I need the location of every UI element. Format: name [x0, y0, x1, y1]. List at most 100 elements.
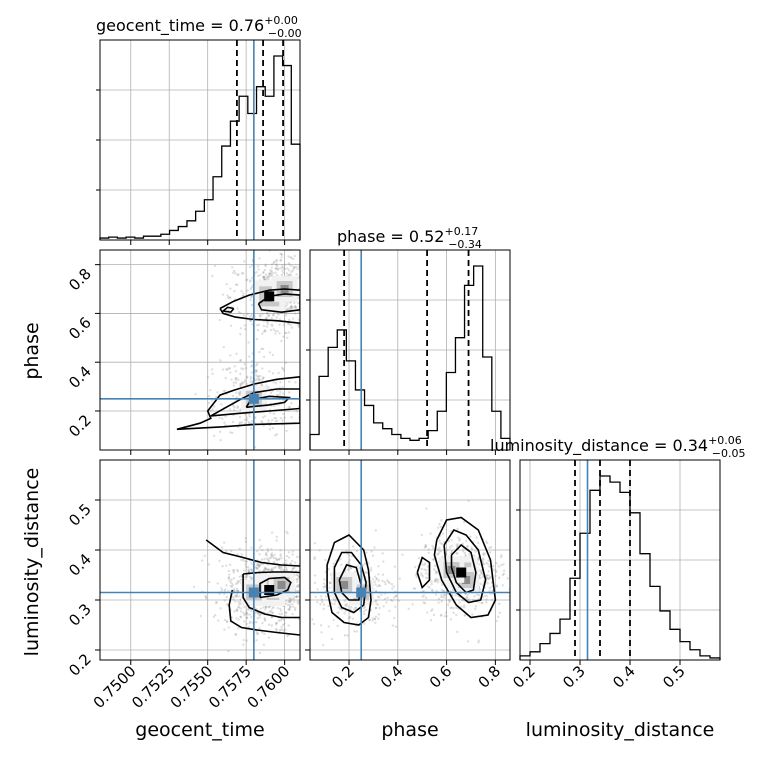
- sample-point: [248, 355, 251, 358]
- sample-point: [443, 615, 446, 618]
- sample-point: [275, 433, 279, 436]
- sample-point: [282, 323, 286, 327]
- sample-point: [427, 551, 430, 555]
- sample-point: [230, 549, 233, 553]
- sample-point: [276, 329, 279, 333]
- sample-point: [249, 287, 253, 291]
- sample-point: [311, 586, 313, 588]
- sample-point: [263, 568, 266, 571]
- sample-point: [301, 589, 303, 591]
- xtick-label-luminosity_distance: 0.2: [509, 662, 539, 692]
- sample-point: [441, 532, 445, 535]
- sample-point: [221, 565, 224, 568]
- sample-point: [496, 615, 500, 619]
- sample-point: [287, 331, 291, 334]
- sample-point: [260, 384, 263, 387]
- sample-point: [258, 564, 261, 567]
- sample-point: [250, 285, 253, 289]
- sample-point: [232, 596, 235, 599]
- sample-point: [292, 257, 295, 261]
- sample-point: [258, 564, 261, 568]
- sample-point: [307, 594, 309, 596]
- xtick-label-luminosity_distance: 0.4: [609, 662, 639, 692]
- sample-point: [303, 556, 305, 558]
- sample-point: [234, 632, 237, 636]
- sample-point: [214, 395, 218, 399]
- sample-point: [275, 535, 279, 539]
- sample-point: [320, 565, 322, 567]
- sample-point: [276, 393, 279, 397]
- sample-point: [231, 420, 235, 424]
- sample-point: [278, 323, 281, 326]
- sample-point: [369, 569, 373, 572]
- sample-point: [258, 538, 261, 542]
- sample-point: [279, 252, 282, 255]
- sample-point: [241, 272, 245, 275]
- sample-point: [270, 611, 274, 614]
- density-cell-high: [340, 581, 349, 589]
- sample-point: [392, 585, 396, 588]
- sample-point: [355, 549, 359, 553]
- sample-point: [316, 271, 318, 273]
- sample-point: [237, 580, 241, 583]
- sample-point: [312, 622, 316, 626]
- sample-point: [239, 610, 243, 613]
- sample-point: [466, 597, 469, 601]
- sample-point: [312, 553, 314, 555]
- sample-point: [266, 275, 269, 278]
- ytick-label-phase: 0.4: [65, 362, 95, 392]
- sample-point: [282, 412, 285, 416]
- sample-point: [430, 588, 434, 592]
- sample-point: [322, 607, 325, 610]
- sample-point: [375, 577, 379, 580]
- sample-point: [305, 295, 307, 297]
- sample-point: [439, 525, 442, 529]
- sample-point: [215, 600, 218, 604]
- sample-point: [250, 568, 253, 571]
- xtick-label-phase: 0.8: [475, 662, 505, 692]
- sample-point: [266, 320, 269, 324]
- sample-point: [254, 371, 257, 374]
- sample-point: [313, 271, 315, 273]
- sample-point: [478, 600, 481, 604]
- sample-point: [287, 608, 290, 611]
- sample-point: [258, 564, 261, 567]
- sample-point: [480, 601, 483, 605]
- contour-outer: [326, 534, 372, 626]
- sample-point: [262, 324, 266, 328]
- sample-point: [245, 622, 248, 626]
- frame-pair: [99, 459, 301, 661]
- sample-point: [256, 265, 260, 268]
- sample-point: [368, 618, 371, 622]
- sample-point: [288, 600, 292, 603]
- sample-point: [247, 625, 250, 629]
- sample-point: [223, 628, 226, 631]
- sample-point: [292, 265, 296, 269]
- sample-point: [488, 565, 491, 568]
- sample-point: [219, 359, 222, 362]
- sample-point: [277, 566, 281, 569]
- sample-point: [289, 605, 292, 609]
- sample-point: [234, 595, 238, 598]
- sample-point: [327, 272, 329, 274]
- sample-point: [243, 418, 247, 422]
- sample-point: [386, 579, 389, 582]
- sample-point: [369, 566, 373, 570]
- sample-point: [288, 608, 291, 611]
- sample-point: [502, 563, 505, 566]
- sample-point: [381, 552, 384, 555]
- sample-point: [268, 351, 272, 354]
- sample-point: [301, 292, 303, 294]
- grid-layer: [100, 40, 720, 660]
- sample-point: [488, 546, 491, 549]
- sample-point: [390, 583, 394, 586]
- sample-point: [443, 593, 446, 597]
- sample-point: [457, 543, 460, 546]
- sample-point: [284, 559, 288, 562]
- sample-point: [478, 597, 481, 600]
- sample-point: [200, 559, 204, 562]
- sample-point: [293, 588, 297, 591]
- sample-point: [274, 267, 277, 270]
- sample-point: [290, 598, 293, 602]
- truth-point: [248, 587, 259, 598]
